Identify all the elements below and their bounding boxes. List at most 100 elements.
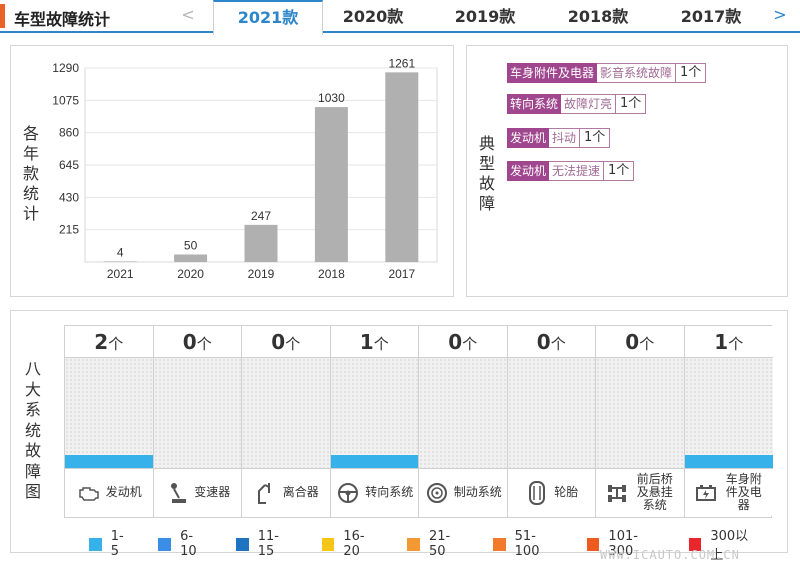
y-tick-label: 430 [59, 190, 79, 204]
bar-value-label: 1261 [388, 56, 415, 70]
system-count: 0个 [596, 326, 684, 358]
system-column-transmission[interactable]: 0个 变速器 [153, 326, 242, 517]
typical-faults-panel: 典 型 故 障 车身附件及电器 影音系统故障 1个 转向系统 故障灯亮 1个 发… [466, 45, 788, 297]
count-unit: 个 [550, 335, 566, 353]
fault-item[interactable]: 发动机 抖动 1个 [507, 128, 611, 148]
system-column-axle-suspension[interactable]: 0个 前后桥及悬挂系统 [596, 326, 685, 517]
legend-item: 101-300 [586, 525, 662, 563]
legend-item: 300以上 [688, 525, 760, 563]
y-tick-label: 860 [59, 126, 79, 140]
steering-wheel-icon [335, 480, 361, 506]
system-name: 轮胎 [554, 485, 579, 499]
count-number: 0 [448, 330, 463, 354]
bar[interactable] [314, 107, 348, 263]
legend-item: 6-10 [158, 525, 209, 563]
system-name: 变速器 [194, 485, 231, 499]
label-char: 统 [24, 420, 41, 440]
system-column-tire[interactable]: 0个 轮胎 [507, 326, 596, 517]
legend-swatch [407, 537, 420, 551]
system-name: 车身附件及电器 [725, 472, 762, 512]
system-label: 转向系统 [330, 468, 418, 516]
system-column-body-electrics[interactable]: 1个 车身附件及电器 [684, 326, 773, 517]
fault-symptom: 故障灯亮 [561, 94, 617, 114]
system-count: 1个 [330, 326, 418, 358]
fault-symptom: 抖动 [549, 128, 581, 148]
system-name: 发动机 [105, 485, 142, 499]
legend-swatch [492, 537, 506, 551]
clutch-pedal-icon [253, 480, 279, 506]
fault-count: 1个 [616, 94, 647, 114]
system-label: 离合器 [242, 468, 330, 516]
fault-symptom: 无法提速 [549, 161, 605, 181]
header-bar: 车型故障统计 < 2021款 2020款 2019款 2018款 2017款 > [0, 0, 800, 35]
tab-2019[interactable]: 2019款 [454, 7, 516, 26]
axle-suspension-icon [604, 480, 630, 506]
label-char: 款 [22, 164, 39, 183]
legend-label: 1-5 [110, 529, 124, 559]
system-label: 轮胎 [507, 468, 595, 516]
count-unit: 个 [639, 335, 655, 353]
system-count: 0个 [242, 326, 330, 358]
tab-2017[interactable]: 2017款 [680, 7, 742, 26]
fault-item[interactable]: 车身附件及电器 影音系统故障 1个 [507, 63, 707, 83]
tab-2020[interactable]: 2020款 [342, 7, 404, 26]
label-char: 障 [24, 461, 41, 481]
legend-label: 16-20 [343, 529, 365, 559]
label-char: 故 [478, 174, 495, 193]
color-legend: 1-5 6-10 11-15 16-20 21-50 51-100 101-30… [89, 525, 787, 563]
count-number: 1 [714, 330, 729, 354]
fault-category: 车身附件及电器 [507, 63, 598, 83]
count-unit: 个 [108, 335, 124, 353]
y-tick-label: 645 [59, 158, 79, 172]
system-column-steering[interactable]: 1个 转向系统 [330, 326, 419, 517]
x-tick-label: 2018 [318, 267, 345, 281]
title-accent [0, 4, 5, 28]
legend-swatch [158, 537, 172, 551]
tab-2018[interactable]: 2018款 [567, 7, 629, 26]
bar-value-label: 50 [184, 238, 198, 252]
label-char: 统 [22, 184, 39, 203]
system-name: 转向系统 [365, 485, 414, 499]
system-bar-area [242, 358, 330, 468]
legend-swatch [321, 537, 335, 551]
y-tick-label: 215 [59, 223, 79, 237]
x-tick-label: 2021 [107, 267, 134, 281]
prev-arrow-icon[interactable]: < [181, 5, 195, 24]
legend-swatch [688, 537, 702, 551]
count-unit: 个 [728, 335, 744, 353]
system-label: 变速器 [153, 468, 241, 516]
fault-item[interactable]: 转向系统 故障灯亮 1个 [507, 94, 647, 114]
bar[interactable] [103, 261, 137, 262]
next-arrow-icon[interactable]: > [773, 5, 787, 24]
system-column-clutch[interactable]: 0个 离合器 [242, 326, 331, 517]
tab-2021[interactable]: 2021款 [213, 0, 323, 35]
legend-item: 21-50 [407, 525, 466, 563]
system-level-bar [330, 455, 418, 468]
count-unit: 个 [285, 335, 301, 353]
fault-count: 1个 [604, 161, 635, 181]
brake-disc-icon [424, 480, 450, 506]
bar[interactable] [385, 72, 419, 262]
gear-shift-icon [164, 480, 190, 506]
bar[interactable] [174, 254, 208, 262]
fault-item[interactable]: 发动机 无法提速 1个 [507, 161, 635, 181]
system-bar-area [507, 358, 595, 468]
count-number: 0 [271, 330, 286, 354]
label-char: 典 [478, 134, 495, 153]
label-char: 图 [24, 482, 41, 501]
system-column-engine[interactable]: 2个 发动机 [65, 326, 154, 517]
yearly-stats-label: 各 年 款 统 计 [21, 124, 41, 224]
bar[interactable] [244, 224, 278, 262]
system-column-brake[interactable]: 0个 制动系统 [419, 326, 508, 517]
x-tick-label: 2017 [388, 267, 415, 281]
legend-label: 101-300 [608, 529, 638, 559]
count-number: 0 [536, 330, 551, 354]
system-label: 制动系统 [419, 468, 507, 516]
system-bar-area [419, 358, 507, 468]
system-count: 1个 [684, 326, 773, 358]
count-number: 0 [625, 330, 640, 354]
system-name: 离合器 [282, 485, 319, 499]
label-char: 计 [22, 204, 39, 223]
legend-swatch [89, 537, 102, 551]
bar-value-label: 4 [117, 245, 124, 259]
